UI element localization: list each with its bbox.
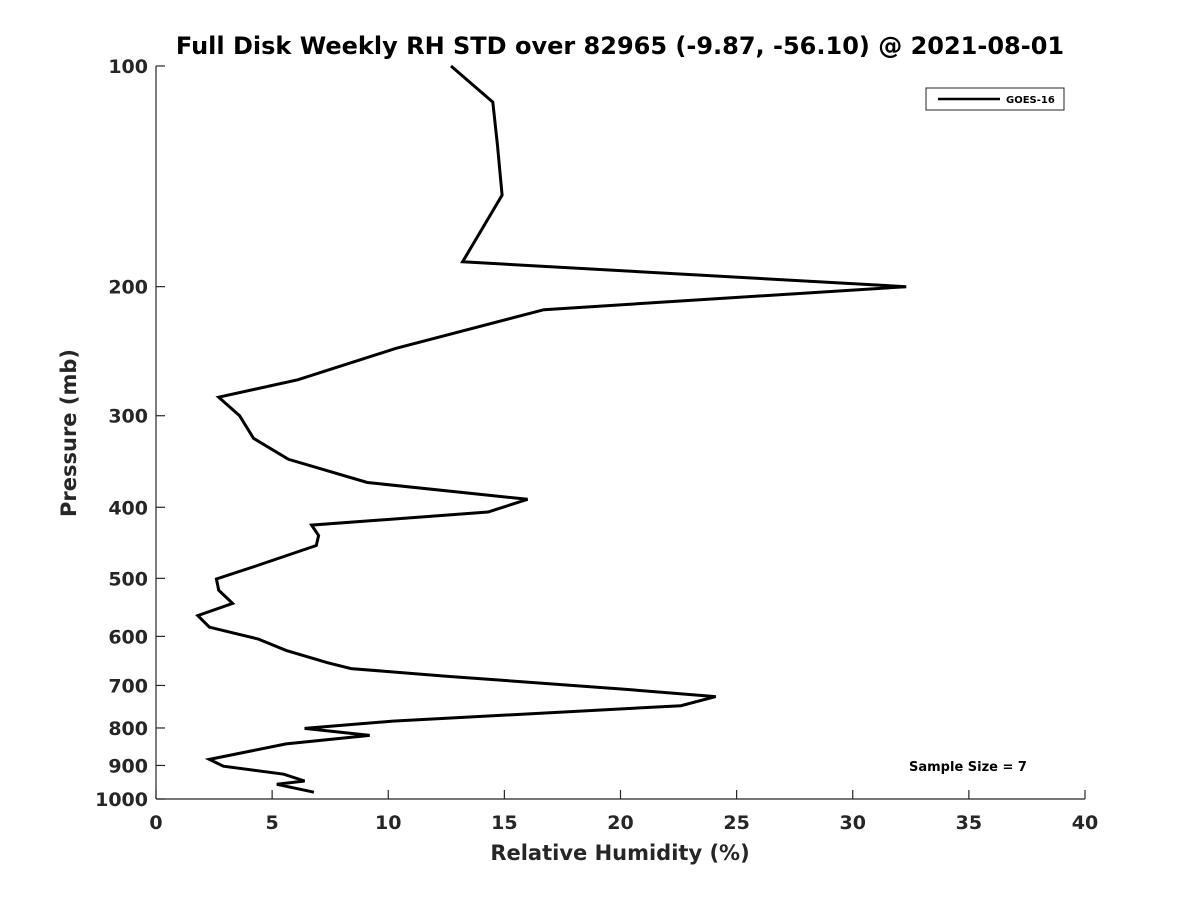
x-tick-label: 0 — [149, 812, 162, 834]
y-axis-label: Pressure (mb) — [57, 349, 81, 517]
x-axis-label: Relative Humidity (%) — [490, 841, 749, 865]
x-tick-label: 30 — [840, 812, 866, 834]
y-tick-label: 900 — [108, 755, 148, 777]
x-tick-label: 35 — [956, 812, 982, 834]
x-tick-label: 10 — [375, 812, 401, 834]
y-tick-label: 200 — [108, 277, 148, 299]
y-tick-label: 700 — [108, 675, 148, 697]
axes: 0 5 10 15 20 25 30 35 40 100 200 300 400 500 600 700 800… — [95, 56, 1098, 834]
y-tick-label: 300 — [108, 406, 148, 428]
y-tick-label: 600 — [108, 626, 148, 648]
legend-label-goes-16: GOES-16 — [1006, 95, 1055, 106]
sample-size-annotation: Sample Size = 7 — [909, 760, 1027, 775]
x-tick-label: 20 — [607, 812, 633, 834]
y-tick-label: 500 — [108, 568, 148, 590]
y-tick-label: 1000 — [95, 789, 148, 811]
series-line-goes-16 — [195, 64, 907, 794]
x-tick-label: 25 — [723, 812, 749, 834]
y-tick-label: 400 — [108, 497, 148, 519]
y-tick-label: 800 — [108, 718, 148, 740]
series-group — [195, 64, 907, 794]
chart-title: Full Disk Weekly RH STD over 82965 (-9.8… — [176, 32, 1064, 60]
legend: GOES-16 — [925, 87, 1065, 111]
y-tick-label: 100 — [108, 56, 148, 78]
x-tick-label: 15 — [491, 812, 517, 834]
x-tick-label: 40 — [1072, 812, 1098, 834]
x-tick-label: 5 — [266, 812, 279, 834]
